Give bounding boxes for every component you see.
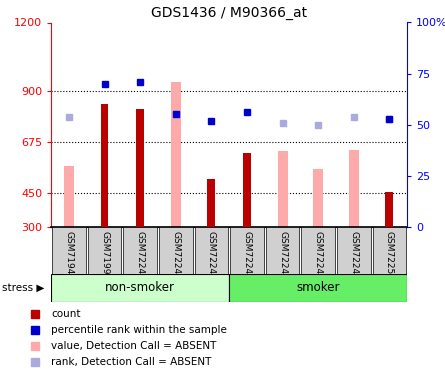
- Bar: [278, 151, 287, 227]
- Text: GSM72245: GSM72245: [207, 231, 216, 279]
- Bar: [301, 227, 335, 274]
- Bar: [243, 153, 251, 227]
- Title: GDS1436 / M90366_at: GDS1436 / M90366_at: [151, 6, 307, 20]
- Text: value, Detection Call = ABSENT: value, Detection Call = ABSENT: [51, 341, 216, 351]
- Bar: [171, 81, 181, 227]
- Bar: [372, 227, 406, 274]
- Bar: [136, 109, 144, 227]
- Bar: [385, 192, 393, 227]
- Bar: [349, 150, 359, 227]
- Text: smoker: smoker: [296, 281, 340, 294]
- Text: GSM72247: GSM72247: [278, 231, 287, 279]
- Bar: [51, 274, 229, 302]
- Text: GSM71991: GSM71991: [100, 231, 109, 280]
- Bar: [159, 227, 193, 274]
- Text: GSM72243: GSM72243: [136, 231, 145, 279]
- Text: rank, Detection Call = ABSENT: rank, Detection Call = ABSENT: [51, 357, 211, 367]
- Text: non-smoker: non-smoker: [105, 281, 175, 294]
- Text: count: count: [51, 309, 81, 319]
- Bar: [207, 179, 215, 227]
- Bar: [230, 227, 264, 274]
- Text: GSM72248: GSM72248: [314, 231, 323, 279]
- Bar: [88, 227, 121, 274]
- Bar: [101, 104, 109, 227]
- Text: GSM72250: GSM72250: [385, 231, 394, 280]
- Text: GSM72246: GSM72246: [243, 231, 251, 279]
- Bar: [52, 227, 86, 274]
- Bar: [266, 227, 299, 274]
- Bar: [313, 169, 323, 227]
- Bar: [229, 274, 407, 302]
- Text: stress ▶: stress ▶: [2, 283, 44, 293]
- Bar: [194, 227, 228, 274]
- Text: GSM71942: GSM71942: [65, 231, 73, 280]
- Bar: [337, 227, 371, 274]
- Text: GSM72249: GSM72249: [349, 231, 358, 279]
- Text: percentile rank within the sample: percentile rank within the sample: [51, 325, 227, 335]
- Bar: [64, 166, 74, 227]
- Text: GSM72244: GSM72244: [171, 231, 180, 279]
- Bar: [123, 227, 157, 274]
